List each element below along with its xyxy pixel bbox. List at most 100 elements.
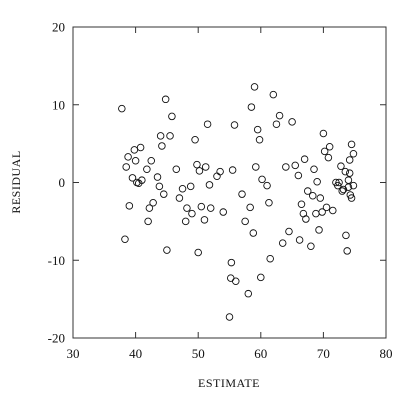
data-point bbox=[228, 166, 237, 174]
data-point bbox=[227, 258, 236, 267]
data-point bbox=[145, 204, 154, 212]
axis-ticks bbox=[72, 26, 387, 339]
data-point bbox=[307, 242, 315, 251]
data-point bbox=[156, 132, 165, 140]
data-point bbox=[155, 182, 164, 191]
data-point bbox=[232, 277, 240, 285]
data-point bbox=[263, 181, 271, 190]
data-point bbox=[213, 172, 221, 181]
data-point bbox=[244, 289, 253, 298]
data-point bbox=[166, 132, 174, 140]
x-tick-label: 80 bbox=[380, 346, 393, 361]
y-tick-label: -10 bbox=[48, 253, 65, 268]
data-point bbox=[181, 217, 190, 226]
data-point bbox=[250, 83, 259, 91]
data-point bbox=[347, 194, 356, 202]
data-point bbox=[335, 178, 343, 187]
data-point bbox=[130, 146, 139, 154]
data-point bbox=[272, 120, 281, 128]
data-point bbox=[161, 95, 170, 104]
data-point bbox=[342, 231, 350, 240]
data-point bbox=[312, 209, 320, 218]
data-point bbox=[247, 103, 256, 111]
y-tick-label: 20 bbox=[52, 20, 65, 35]
data-point bbox=[316, 194, 325, 202]
data-point bbox=[122, 163, 130, 171]
data-point bbox=[302, 215, 310, 223]
data-point bbox=[313, 177, 321, 186]
data-point bbox=[149, 198, 157, 207]
data-point bbox=[345, 156, 354, 164]
data-point bbox=[253, 125, 262, 134]
data-point bbox=[309, 191, 317, 200]
data-point bbox=[282, 163, 290, 171]
data-point bbox=[186, 182, 195, 191]
data-point bbox=[278, 239, 287, 247]
data-point bbox=[297, 200, 306, 209]
data-point bbox=[143, 165, 151, 174]
data-point bbox=[295, 236, 304, 244]
data-point bbox=[197, 202, 206, 211]
data-point bbox=[288, 118, 296, 126]
data-point bbox=[205, 181, 214, 189]
data-point bbox=[345, 169, 354, 177]
data-point bbox=[349, 181, 358, 190]
data-point bbox=[163, 246, 171, 254]
data-point bbox=[195, 167, 204, 175]
data-point bbox=[325, 142, 334, 151]
data-point bbox=[304, 187, 312, 195]
data-point bbox=[300, 155, 309, 163]
data-point bbox=[258, 175, 266, 184]
data-point bbox=[147, 156, 155, 165]
data-point bbox=[172, 165, 181, 174]
data-point bbox=[206, 204, 215, 212]
data-point bbox=[347, 140, 356, 149]
data-point bbox=[341, 167, 350, 176]
data-point bbox=[269, 90, 278, 99]
data-point bbox=[138, 176, 146, 184]
y-axis-title: RESIDUAL bbox=[9, 150, 23, 213]
data-points bbox=[118, 83, 358, 321]
data-point bbox=[265, 198, 273, 207]
x-axis-title: ESTIMATE bbox=[198, 376, 260, 390]
y-tick-label: -20 bbox=[48, 331, 65, 346]
y-tick-label: 0 bbox=[59, 175, 66, 190]
data-point bbox=[227, 274, 235, 282]
data-point bbox=[294, 171, 303, 180]
data-point bbox=[183, 204, 191, 212]
data-point bbox=[252, 163, 260, 171]
data-point bbox=[175, 194, 184, 202]
data-point bbox=[136, 143, 145, 152]
data-point bbox=[291, 161, 299, 170]
y-tick-label: 10 bbox=[52, 97, 65, 112]
data-point bbox=[201, 163, 210, 171]
data-point bbox=[315, 226, 323, 234]
data-point bbox=[128, 174, 137, 182]
data-point bbox=[266, 254, 274, 263]
data-point bbox=[318, 208, 326, 216]
data-point bbox=[241, 217, 249, 226]
data-point bbox=[285, 227, 293, 236]
data-point bbox=[118, 104, 126, 113]
data-point bbox=[203, 120, 212, 128]
data-point bbox=[249, 229, 258, 237]
data-point bbox=[131, 156, 140, 165]
data-point bbox=[200, 216, 209, 224]
data-point bbox=[144, 217, 152, 226]
x-tick-label: 70 bbox=[317, 346, 330, 361]
data-point bbox=[194, 248, 202, 257]
data-point bbox=[124, 153, 132, 161]
data-point bbox=[230, 121, 239, 129]
data-point bbox=[338, 187, 346, 195]
data-point bbox=[191, 135, 199, 144]
data-point bbox=[310, 165, 318, 174]
axis-tick-labels: 30 40 50 60 70 80 20 10 0 -10 -20 bbox=[48, 20, 393, 362]
data-point bbox=[158, 142, 166, 150]
data-point bbox=[319, 129, 328, 138]
data-point bbox=[339, 185, 348, 194]
x-tick-label: 40 bbox=[129, 346, 142, 361]
data-point bbox=[329, 206, 337, 215]
data-point bbox=[257, 273, 265, 282]
data-point bbox=[160, 190, 168, 198]
